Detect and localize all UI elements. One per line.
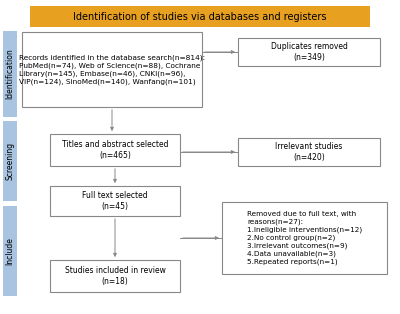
FancyBboxPatch shape <box>238 138 380 166</box>
Text: Irrelevant studies
(n=420): Irrelevant studies (n=420) <box>275 142 343 162</box>
FancyBboxPatch shape <box>50 134 180 166</box>
Text: Records identified in the database search(n=814):
PubMed(n=74), Web of Science(n: Records identified in the database searc… <box>19 54 205 85</box>
Text: Identification of studies via databases and registers: Identification of studies via databases … <box>73 12 327 21</box>
Text: Include: Include <box>6 237 14 265</box>
FancyBboxPatch shape <box>50 260 180 292</box>
FancyBboxPatch shape <box>222 202 387 274</box>
Text: Removed due to full text, with
reasons(n=27):
1.Ineligible interventions(n=12)
2: Removed due to full text, with reasons(n… <box>247 211 362 265</box>
FancyBboxPatch shape <box>3 121 17 201</box>
Text: Identification: Identification <box>6 49 14 99</box>
Text: Titles and abstract selected
(n=465): Titles and abstract selected (n=465) <box>62 140 168 160</box>
FancyBboxPatch shape <box>30 6 370 27</box>
FancyBboxPatch shape <box>3 206 17 296</box>
FancyBboxPatch shape <box>3 31 17 117</box>
FancyBboxPatch shape <box>50 186 180 216</box>
FancyBboxPatch shape <box>238 38 380 66</box>
Text: Duplicates removed
(n=349): Duplicates removed (n=349) <box>270 42 348 62</box>
Text: Studies included in review
(n=18): Studies included in review (n=18) <box>64 266 166 286</box>
Text: Full text selected
(n=45): Full text selected (n=45) <box>82 191 148 211</box>
Text: Screening: Screening <box>6 142 14 180</box>
FancyBboxPatch shape <box>22 32 202 107</box>
